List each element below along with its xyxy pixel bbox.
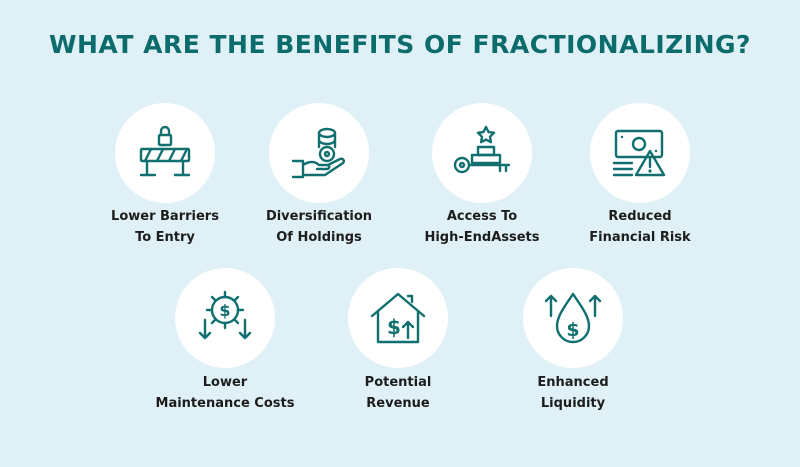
svg-text:$: $ xyxy=(219,301,230,320)
benefit-icon-circle xyxy=(269,103,369,203)
benefit-label: Reduced Financial Risk xyxy=(589,209,691,245)
benefit-diversification: Diversification Of Holdings xyxy=(234,103,404,273)
benefit-lower-maintenance: $ Lower Maintenance Costs xyxy=(140,268,310,448)
hand-coins-icon xyxy=(291,127,345,179)
benefit-label: Potential Revenue xyxy=(364,375,432,411)
benefit-icon-circle xyxy=(115,103,215,203)
drop-dollar-icon: $ xyxy=(544,292,602,344)
benefit-label: Access To High-EndAssets xyxy=(424,209,540,245)
house-dollar-icon: $ xyxy=(370,292,426,344)
benefit-label: Lower Barriers To Entry xyxy=(111,209,219,245)
barrier-lock-icon xyxy=(139,125,191,177)
svg-text:$: $ xyxy=(566,319,579,341)
money-warning-icon xyxy=(612,129,666,177)
benefit-icon-circle: $ xyxy=(348,268,448,368)
benefit-icon-circle xyxy=(432,103,532,203)
benefit-access: Access To High-EndAssets xyxy=(397,103,567,273)
gear-dollar-icon: $ xyxy=(198,290,252,340)
benefit-label: Diversification Of Holdings xyxy=(265,209,373,245)
benefit-potential-revenue: $ Potential Revenue xyxy=(313,268,483,448)
benefit-icon-circle: $ xyxy=(523,268,623,368)
benefit-lower-barriers: Lower Barriers To Entry xyxy=(80,103,250,273)
benefit-icon-circle: $ xyxy=(175,268,275,368)
page-title: WHAT ARE THE BENEFITS OF FRACTIONALIZING… xyxy=(48,30,752,59)
benefit-label: Lower Maintenance Costs xyxy=(155,375,295,411)
benefit-label: Enhanced Liquidity xyxy=(537,375,609,411)
benefit-reduced-risk: Reduced Financial Risk xyxy=(555,103,725,273)
key-star-icon xyxy=(453,125,511,174)
svg-text:$: $ xyxy=(387,315,401,339)
benefit-enhanced-liquidity: $ Enhanced Liquidity xyxy=(488,268,658,448)
benefit-icon-circle xyxy=(590,103,690,203)
